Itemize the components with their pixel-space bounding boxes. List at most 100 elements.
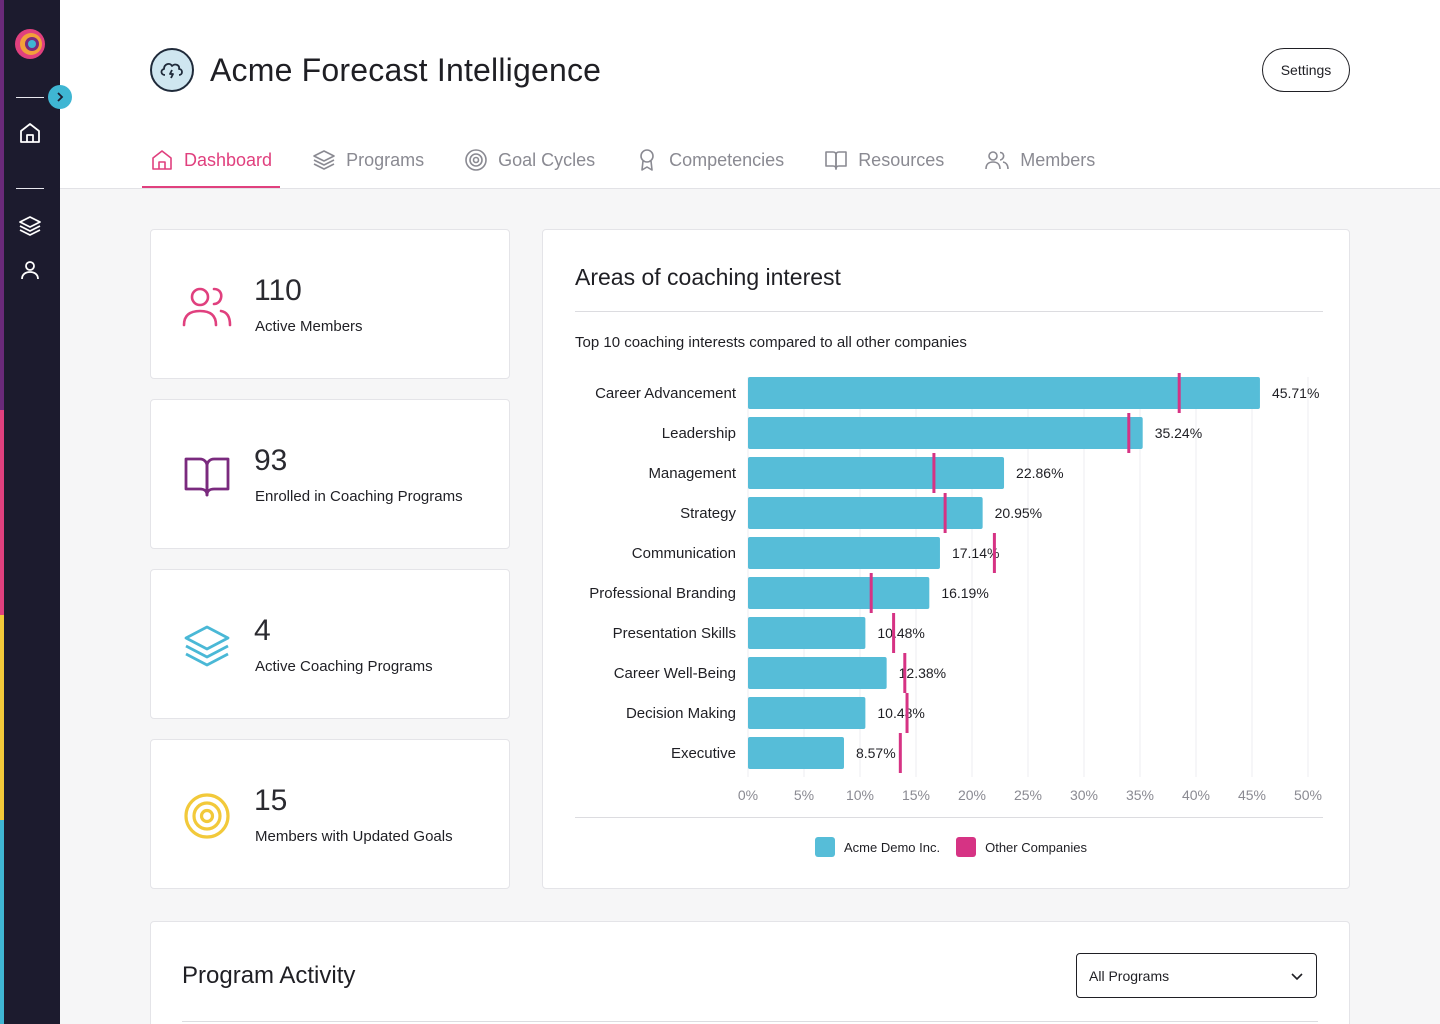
marker-other-companies xyxy=(898,733,902,773)
bar-value-label: 17.14% xyxy=(952,545,999,561)
tab-label: Dashboard xyxy=(184,149,273,170)
divider xyxy=(182,1021,1318,1022)
stat-label: Active Coaching Programs xyxy=(255,658,433,675)
marker-other-companies xyxy=(1127,413,1131,453)
user-icon[interactable] xyxy=(18,258,42,282)
app-logo-icon[interactable] xyxy=(14,28,46,60)
chart-subtitle: Top 10 coaching interests compared to al… xyxy=(575,334,967,351)
app-title: Acme Forecast Intelligence xyxy=(210,52,602,88)
coaching-interest-chart: 0% 5% 10% 15% 20% 25% 30% 35% 40% 45% 50% Career Ad… xyxy=(589,373,1322,803)
coaching-interest-card: Areas of coaching interest Top 10 coachi… xyxy=(542,229,1350,889)
x-tick-label: 10% xyxy=(846,787,874,803)
home-icon[interactable] xyxy=(18,121,42,145)
x-tick-label: 35% xyxy=(1126,787,1154,803)
sidebar-stripe xyxy=(0,615,4,820)
stat-label: Enrolled in Coaching Programs xyxy=(255,488,463,505)
stat-card-enrolled: 93 Enrolled in Coaching Programs xyxy=(150,399,510,549)
bar-acme xyxy=(748,377,1260,409)
category-label: Professional Branding xyxy=(589,585,736,602)
settings-button[interactable]: Settings xyxy=(1262,48,1350,92)
bar-value-label: 35.24% xyxy=(1155,425,1202,441)
sidebar-expand-button[interactable] xyxy=(48,85,72,109)
stat-value: 93 xyxy=(254,444,288,477)
legend-label: Acme Demo Inc. xyxy=(844,839,941,855)
award-icon xyxy=(640,149,654,171)
category-label: Management xyxy=(648,465,736,482)
legend-item[interactable]: Acme Demo Inc. xyxy=(807,837,940,857)
sidebar-divider xyxy=(16,188,44,189)
bar-value-label: 12.38% xyxy=(899,665,946,681)
marker-other-companies xyxy=(905,693,909,733)
marker-other-companies xyxy=(992,533,996,573)
header: Acme Forecast Intelligence Settings Dash… xyxy=(60,0,1440,189)
users-icon xyxy=(181,282,233,330)
stat-card-active-programs: 4 Active Coaching Programs xyxy=(150,569,510,719)
tab-label: Resources xyxy=(858,149,945,170)
bar-acme xyxy=(748,617,866,649)
bar-value-label: 10.48% xyxy=(877,705,924,721)
program-activity-card: Program Activity All Programs xyxy=(150,921,1350,1024)
x-tick-label: 0% xyxy=(738,787,758,803)
layers-icon xyxy=(181,622,233,670)
program-filter-select[interactable]: All Programs xyxy=(1076,953,1317,998)
tab-label: Goal Cycles xyxy=(498,149,596,170)
tab-goal-cycles[interactable]: Goal Cycles xyxy=(456,138,603,182)
category-label: Leadership xyxy=(662,425,736,442)
chart-title: Areas of coaching interest xyxy=(575,264,841,290)
main-tabs: Dashboard Programs Goal Cycles Competenc… xyxy=(142,138,1127,189)
marker-other-companies xyxy=(903,653,907,693)
x-tick-label: 15% xyxy=(902,787,930,803)
category-label: Executive xyxy=(671,745,736,762)
divider xyxy=(575,817,1323,818)
layers-icon[interactable] xyxy=(18,214,42,238)
bar-value-label: 10.48% xyxy=(877,625,924,641)
x-tick-label: 40% xyxy=(1182,787,1210,803)
sidebar-stripe xyxy=(0,410,4,615)
category-label: Career Well-Being xyxy=(614,665,736,682)
legend-swatch xyxy=(956,837,977,857)
tab-competencies[interactable]: Competencies xyxy=(627,138,792,182)
legend-swatch xyxy=(815,837,835,857)
stat-label: Members with Updated Goals xyxy=(255,828,453,845)
marker-other-companies xyxy=(1177,373,1181,413)
x-tick-label: 30% xyxy=(1070,787,1098,803)
target-icon xyxy=(465,149,487,171)
sidebar-stripe xyxy=(0,820,4,1024)
tab-label: Competencies xyxy=(669,149,785,170)
bar-value-label: 22.86% xyxy=(1016,465,1063,481)
tab-label: Members xyxy=(1020,149,1096,170)
bar-acme xyxy=(748,737,844,769)
bar-value-label: 45.71% xyxy=(1272,385,1319,401)
sidebar xyxy=(0,0,60,1024)
legend-item[interactable]: Other Companies xyxy=(948,837,1087,857)
sidebar-stripe xyxy=(0,0,4,410)
home-icon xyxy=(152,150,172,170)
marker-other-companies xyxy=(869,573,873,613)
stat-label: Active Members xyxy=(255,318,363,335)
tab-members[interactable]: Members xyxy=(976,138,1103,182)
chevron-down-icon xyxy=(1291,972,1303,980)
x-tick-label: 25% xyxy=(1014,787,1042,803)
bar-acme xyxy=(748,457,1005,489)
stat-value: 4 xyxy=(254,614,271,647)
x-tick-label: 5% xyxy=(794,787,814,803)
category-label: Strategy xyxy=(680,505,736,522)
bar-acme xyxy=(748,537,940,569)
bar-value-label: 8.57% xyxy=(856,745,896,761)
tab-dashboard[interactable]: Dashboard xyxy=(142,138,281,188)
chevron-right-icon xyxy=(57,92,64,102)
users-icon xyxy=(985,151,1010,170)
x-tick-label: 20% xyxy=(958,787,986,803)
stat-card-updated-goals: 15 Members with Updated Goals xyxy=(150,739,510,889)
category-label: Communication xyxy=(632,545,736,562)
legend-label: Other Companies xyxy=(985,839,1087,855)
tab-resources[interactable]: Resources xyxy=(816,138,952,182)
program-filter-value: All Programs xyxy=(1089,967,1170,984)
bar-acme xyxy=(748,497,983,529)
layers-icon xyxy=(313,150,335,170)
bar-acme xyxy=(748,417,1143,449)
category-label: Career Advancement xyxy=(595,385,737,402)
tab-programs[interactable]: Programs xyxy=(304,138,432,182)
book-icon xyxy=(181,452,233,500)
program-activity-title: Program Activity xyxy=(182,962,356,989)
